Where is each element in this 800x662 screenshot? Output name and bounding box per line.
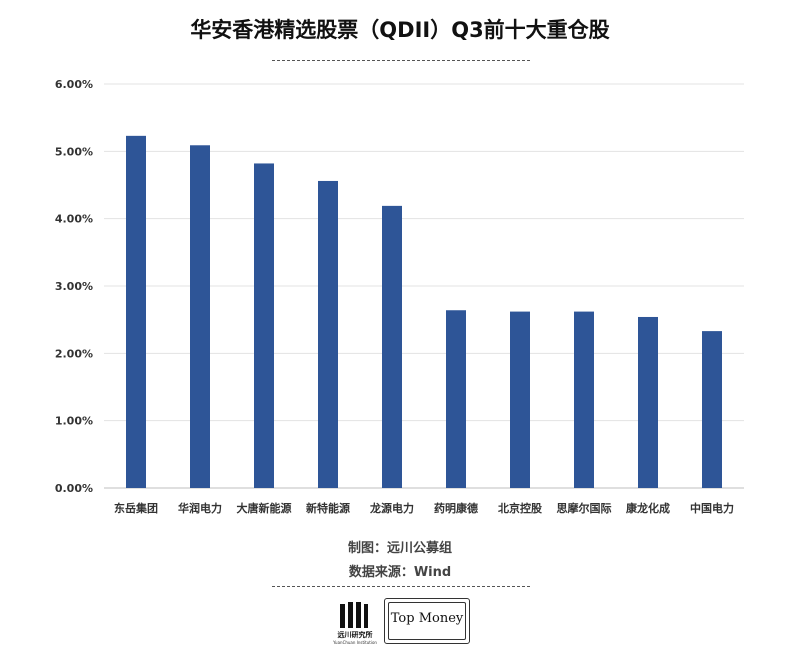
y-tick-label: 5.00% xyxy=(55,145,93,158)
top-money-logo: Top Money xyxy=(384,598,470,644)
x-category-label: 药明康德 xyxy=(434,501,478,515)
bar xyxy=(254,163,274,488)
chart-title: 华安香港精选股票（QDII）Q3前十大重仓股 xyxy=(190,18,610,42)
x-category-label: 北京控股 xyxy=(498,501,543,515)
bar xyxy=(318,180,338,488)
y-tick-label: 3.00% xyxy=(55,280,93,293)
yuanchuan-mark-icon xyxy=(340,602,368,628)
bars xyxy=(126,135,722,489)
bar xyxy=(638,316,658,488)
x-category-label: 龙源电力 xyxy=(369,501,414,515)
x-category-label: 华润电力 xyxy=(178,501,222,515)
title-divider xyxy=(272,60,530,61)
bar xyxy=(382,205,402,488)
yuanchuan-logo-text: 远川研究所 xyxy=(337,631,373,639)
x-category-label: 大唐新能源 xyxy=(237,501,292,515)
bar xyxy=(510,311,530,488)
footer-divider xyxy=(272,586,530,587)
top-money-logo-text: Top Money xyxy=(390,611,464,626)
x-category-label: 新特能源 xyxy=(306,501,350,515)
x-category-label: 中国电力 xyxy=(690,501,734,515)
y-tick-label: 1.00% xyxy=(55,415,93,428)
bar xyxy=(574,311,594,488)
x-category-label: 思摩尔国际 xyxy=(557,501,612,515)
y-tick-label: 2.00% xyxy=(55,347,93,360)
bar xyxy=(446,310,466,488)
x-category-label: 东岳集团 xyxy=(114,501,158,515)
chart-credit: 制图：远川公募组 xyxy=(347,541,452,556)
y-axis-ticks: 0.00% 1.00% 2.00% 3.00% 4.00% 5.00% 6.00% xyxy=(55,78,93,495)
bar xyxy=(702,331,722,488)
y-tick-label: 6.00% xyxy=(55,78,93,91)
y-tick-label: 4.00% xyxy=(55,213,93,226)
yuanchuan-logo-subtext: YuanChuan Institution xyxy=(333,640,377,645)
data-source: 数据来源：Wind xyxy=(348,565,452,580)
yuanchuan-logo: 远川研究所 YuanChuan Institution xyxy=(333,598,377,646)
x-category-label: 康龙化成 xyxy=(626,501,670,515)
x-axis-categories: 东岳集团 华润电力 大唐新能源 新特能源 龙源电力 药明康德 北京控股 思摩尔国际 康龙化成 中国… xyxy=(114,501,734,515)
gridlines xyxy=(104,83,744,489)
bar xyxy=(126,135,146,488)
y-tick-label: 0.00% xyxy=(55,482,93,495)
bar xyxy=(190,145,210,489)
bar-chart: 0.00% 1.00% 2.00% 3.00% 4.00% 5.00% 6.00% 东岳集团… xyxy=(55,78,744,515)
